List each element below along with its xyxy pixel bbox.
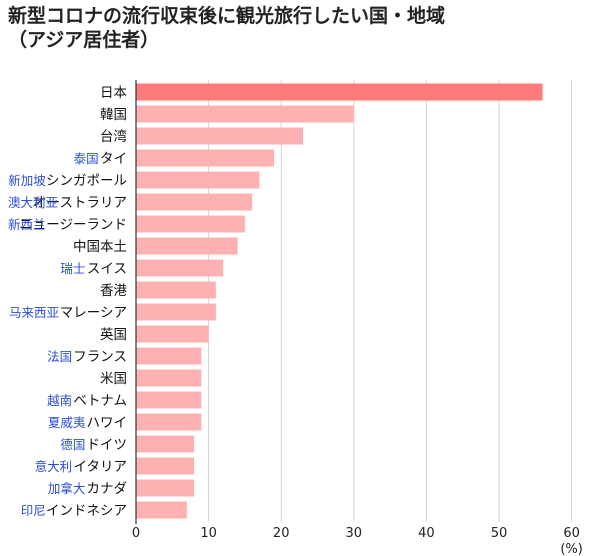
- category-label: ベトナム: [73, 393, 127, 409]
- category-label: 米国: [100, 371, 127, 387]
- category-label: 香港: [100, 283, 127, 299]
- category-label: オーストラリア: [33, 195, 127, 211]
- category-label: シンガポール: [46, 173, 127, 189]
- chinese-name-annotation: 印尼: [21, 503, 46, 518]
- bar: [136, 193, 253, 211]
- chinese-name-annotation: 越南: [47, 393, 72, 408]
- x-tick-label: 50: [491, 526, 508, 541]
- category-label: 英国: [100, 326, 127, 343]
- bar: [136, 105, 354, 123]
- category-label: ニュージーランド: [19, 217, 127, 233]
- bar: [136, 325, 209, 343]
- bar: [136, 413, 202, 431]
- x-tick-label: 20: [273, 526, 290, 541]
- chart-subtitle: （アジア居住者）: [8, 29, 160, 51]
- chinese-name-annotation: 新加坡: [8, 173, 46, 188]
- chinese-name-annotation: 马来西亚: [9, 305, 59, 320]
- bar: [136, 479, 195, 497]
- chinese-name-annotation: 夏威夷: [48, 415, 86, 430]
- bar: [136, 83, 543, 101]
- chinese-name-annotation: 意大利: [35, 459, 73, 474]
- category-label: 韓国: [100, 107, 127, 123]
- bar: [136, 457, 195, 475]
- chinese-name-annotation: 法国: [47, 349, 72, 364]
- category-label: マレーシア: [60, 305, 127, 321]
- chinese-name-annotation: 新西兰: [8, 217, 46, 232]
- x-tick-label: 40: [418, 526, 435, 541]
- bar: [136, 435, 195, 453]
- x-tick-label: 0: [132, 526, 140, 541]
- x-tick-label: 60: [563, 526, 580, 541]
- bar: [136, 149, 274, 167]
- category-label: 台湾: [100, 128, 127, 145]
- bar: [136, 127, 303, 145]
- bar: [136, 281, 216, 299]
- bar: [136, 237, 238, 255]
- bar: [136, 171, 260, 189]
- category-label: ハワイ: [87, 415, 128, 431]
- category-label: ドイツ: [87, 437, 128, 453]
- x-axis-unit-label: (%): [560, 542, 583, 556]
- bar: [136, 303, 216, 321]
- bar: [136, 501, 187, 519]
- chinese-name-annotation: 加拿大: [48, 481, 86, 496]
- category-label: イタリア: [74, 459, 127, 475]
- bar: [136, 347, 202, 365]
- chinese-name-annotation: 瑞士: [60, 261, 85, 276]
- bar: [136, 369, 202, 387]
- category-label: 中国本土: [73, 239, 127, 255]
- bar: [136, 259, 224, 277]
- chinese-name-annotation: 德国: [60, 437, 85, 452]
- bar: [136, 215, 245, 233]
- bar: [136, 391, 202, 409]
- category-label: スイス: [87, 261, 127, 277]
- chinese-name-annotation: 澳大利亚: [8, 195, 58, 210]
- category-label: インドネシア: [46, 503, 127, 519]
- category-label: フランス: [73, 349, 127, 365]
- category-label: タイ: [100, 151, 127, 167]
- chart-title: 新型コロナの流行収束後に観光旅行したい国・地域: [8, 5, 446, 27]
- category-label: 日本: [100, 85, 127, 101]
- category-label: カナダ: [87, 481, 128, 497]
- x-tick-label: 10: [200, 526, 217, 541]
- chinese-name-annotation: 泰国: [74, 151, 99, 166]
- x-tick-label: 30: [346, 526, 363, 541]
